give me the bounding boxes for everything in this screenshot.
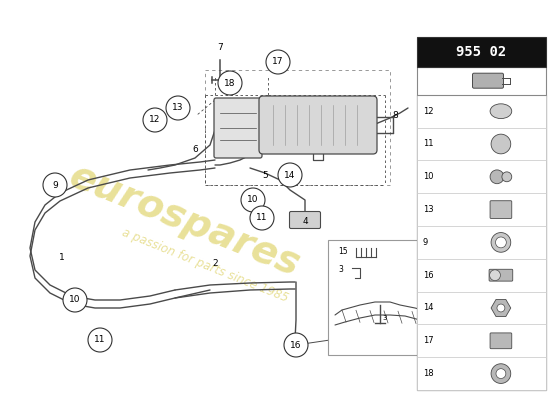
Circle shape: [143, 108, 167, 132]
Text: 13: 13: [172, 104, 184, 112]
FancyBboxPatch shape: [214, 98, 262, 158]
Text: 10: 10: [69, 296, 81, 304]
Text: 14: 14: [423, 304, 433, 312]
FancyBboxPatch shape: [259, 96, 377, 154]
Circle shape: [284, 333, 308, 357]
Text: 11: 11: [423, 140, 433, 148]
Text: 15: 15: [338, 248, 348, 256]
Circle shape: [491, 134, 511, 154]
FancyBboxPatch shape: [490, 333, 512, 349]
Text: 16: 16: [290, 340, 302, 350]
Text: 1: 1: [59, 254, 65, 262]
Text: 18: 18: [423, 369, 433, 378]
Text: 5: 5: [262, 170, 268, 180]
Bar: [417, 357, 546, 390]
Text: 16: 16: [423, 271, 433, 280]
Bar: [417, 292, 546, 324]
Circle shape: [491, 232, 511, 252]
Text: 9: 9: [423, 238, 428, 247]
Text: eurospares: eurospares: [64, 156, 306, 284]
Text: 4: 4: [302, 218, 308, 226]
FancyBboxPatch shape: [289, 212, 321, 228]
Circle shape: [502, 172, 512, 182]
Ellipse shape: [490, 104, 512, 118]
Text: 9: 9: [52, 180, 58, 190]
Text: 8: 8: [392, 110, 398, 120]
Circle shape: [266, 50, 290, 74]
Bar: [417, 128, 546, 160]
Text: 3: 3: [338, 266, 343, 274]
Text: 14: 14: [284, 170, 296, 180]
Circle shape: [490, 170, 504, 184]
Bar: [417, 324, 546, 357]
Polygon shape: [491, 300, 511, 316]
Text: 6: 6: [192, 146, 198, 154]
Circle shape: [88, 328, 112, 352]
FancyBboxPatch shape: [472, 73, 503, 88]
Text: a passion for parts since 1985: a passion for parts since 1985: [120, 226, 290, 304]
Circle shape: [497, 304, 505, 312]
Text: 2: 2: [212, 258, 218, 268]
Bar: [417, 95, 546, 390]
Circle shape: [491, 364, 511, 384]
Text: 13: 13: [423, 205, 433, 214]
Circle shape: [278, 163, 302, 187]
Circle shape: [250, 206, 274, 230]
Circle shape: [43, 173, 67, 197]
Bar: [417, 37, 546, 67]
Bar: [417, 226, 546, 259]
Text: 11: 11: [256, 214, 268, 222]
Bar: [417, 193, 546, 226]
Circle shape: [490, 270, 500, 281]
Text: 18: 18: [224, 78, 236, 88]
Circle shape: [241, 188, 265, 212]
Circle shape: [218, 71, 242, 95]
Text: 11: 11: [94, 336, 106, 344]
Text: 12: 12: [149, 116, 161, 124]
Bar: [328, 240, 443, 355]
Bar: [417, 67, 546, 95]
Circle shape: [496, 369, 506, 378]
Circle shape: [63, 288, 87, 312]
Text: 17: 17: [272, 58, 284, 66]
FancyBboxPatch shape: [490, 201, 512, 218]
Bar: [417, 95, 546, 128]
Text: 955 02: 955 02: [456, 45, 507, 59]
Circle shape: [166, 96, 190, 120]
Bar: [417, 259, 546, 292]
Text: 10: 10: [248, 196, 258, 204]
Text: 12: 12: [423, 107, 433, 116]
Text: 3: 3: [382, 315, 387, 321]
Text: 17: 17: [423, 336, 433, 345]
FancyBboxPatch shape: [489, 269, 513, 281]
Circle shape: [496, 237, 507, 248]
Bar: [417, 160, 546, 193]
Text: 7: 7: [217, 44, 223, 52]
Text: 10: 10: [423, 172, 433, 181]
